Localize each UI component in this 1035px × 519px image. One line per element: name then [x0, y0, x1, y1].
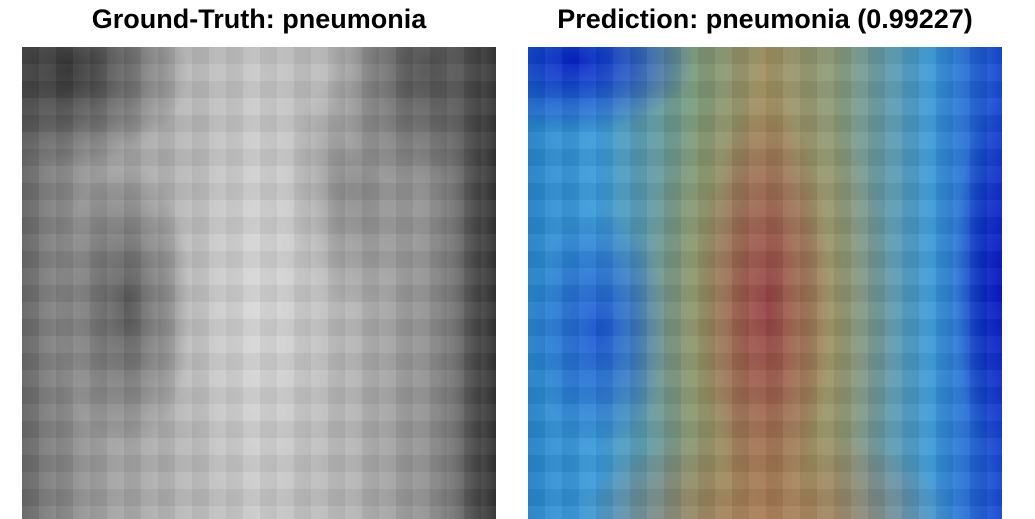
right-title: Prediction: pneumonia (0.99227)	[528, 4, 1002, 35]
pixel-grid	[22, 47, 496, 519]
xray-image	[22, 47, 496, 519]
pixel-grid	[528, 47, 1002, 519]
heatmap-image	[528, 47, 1002, 519]
figure: {"left": {"title": "Ground-Truth: pneumo…	[0, 0, 1035, 519]
left-title: Ground-Truth: pneumonia	[22, 4, 496, 35]
